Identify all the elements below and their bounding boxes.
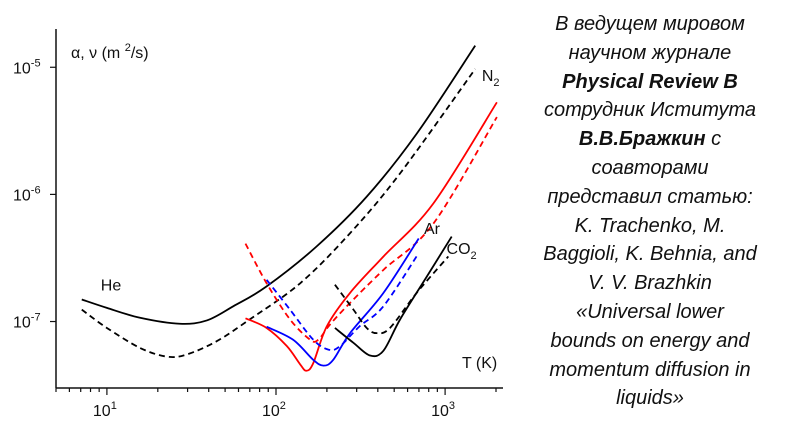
title-line: liquids»	[616, 387, 684, 410]
y-tick-exponent: -5	[31, 57, 41, 69]
series-line-n2-solid	[245, 101, 498, 372]
journal-name-text: Physical Review B	[562, 70, 738, 93]
series-line-ar-dashed	[265, 252, 420, 352]
x-tick-exponent: 2	[280, 400, 286, 412]
series-label-main: CO	[447, 241, 471, 258]
text-line: В ведущем мировом	[555, 13, 745, 35]
author-suffix: с	[705, 128, 722, 151]
author-line: В.В.Бражкин с	[500, 125, 794, 154]
series-label-subscript: 2	[471, 250, 477, 262]
x-tick-label: 101	[93, 400, 117, 420]
x-tick-base: 10	[262, 403, 280, 420]
title-line: momentum diffusion in	[549, 358, 751, 381]
authors-line: V. V. Brazhkin	[588, 272, 712, 295]
y-tick-base: 10	[13, 60, 31, 77]
y-tick-exponent: -7	[31, 312, 41, 324]
series-label-main: N	[482, 68, 494, 85]
y-axis-label-exponent: 2	[125, 42, 131, 54]
series-label-n2: N2	[482, 68, 500, 89]
article-announcement: В ведущем мировом научном журнале Physic…	[500, 10, 794, 413]
series-label-subscript: 2	[493, 77, 499, 89]
x-tick-label: 103	[431, 400, 455, 420]
series-line-co2-solid	[334, 236, 453, 358]
title-line: bounds on energy and	[550, 329, 750, 352]
text-line: соавторами	[591, 156, 709, 179]
authors-line: K. Trachenko, M.	[574, 214, 726, 237]
author-name: В.В.Бражкин	[578, 128, 706, 151]
x-tick-base: 10	[431, 403, 449, 420]
text-line: представил статью:	[547, 185, 753, 208]
series-label-co2: CO2	[447, 241, 477, 262]
x-tick-label: 102	[262, 400, 286, 420]
y-tick-label: 10-7	[13, 312, 41, 332]
y-tick-label: 10-6	[13, 184, 41, 204]
text-line: научном журнале	[568, 41, 732, 64]
series-line-ar-solid	[266, 237, 420, 367]
y-axis-label-text: α, ν (m	[71, 45, 120, 62]
x-tick-exponent: 1	[111, 400, 117, 412]
y-tick-base: 10	[13, 315, 31, 332]
journal-name: Physical Review B	[500, 68, 794, 97]
x-tick-base: 10	[93, 403, 111, 420]
y-axis-label: α, ν (m 2/s)	[71, 42, 149, 62]
y-tick-exponent: -6	[31, 184, 41, 196]
series-label-main: He	[101, 278, 122, 295]
title-line: «Universal lower	[576, 300, 724, 323]
y-tick-label: 10-5	[13, 57, 41, 77]
y-tick-base: 10	[13, 187, 31, 204]
authors-line: Baggioli, K. Behnia, and	[543, 243, 757, 266]
x-axis-label: T (K)	[462, 355, 497, 372]
series-line-co2-dashed	[334, 255, 450, 335]
series-label-ar: Ar	[424, 221, 441, 238]
series-line-he-solid	[81, 45, 476, 325]
y-axis-label-rest: /s)	[131, 45, 149, 62]
series-line-he-dashed	[81, 68, 476, 358]
x-tick-exponent: 3	[449, 400, 455, 412]
series-label-he: He	[101, 278, 122, 295]
series-label-main: Ar	[424, 221, 441, 238]
series-lines	[81, 45, 498, 372]
series-line-n2-dashed	[244, 116, 498, 343]
text-line: сотрудник Иститута	[543, 99, 757, 122]
